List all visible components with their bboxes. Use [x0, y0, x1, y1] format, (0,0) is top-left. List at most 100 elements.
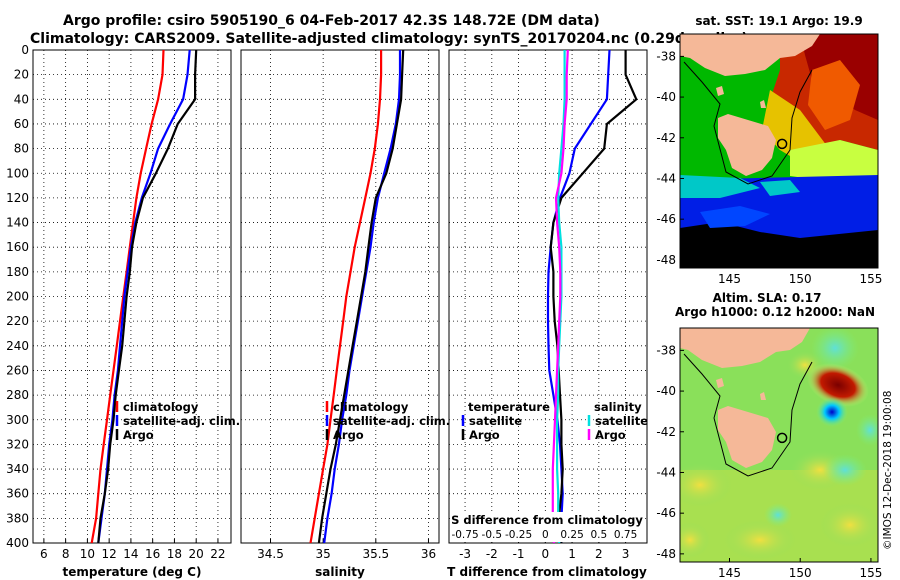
- depth-tick-label: 140: [6, 216, 29, 230]
- s-tick-label: -0.25: [505, 529, 532, 541]
- temperature-axis-label: temperature (deg C): [63, 565, 202, 579]
- depth-tick-label: 300: [6, 413, 29, 427]
- depth-tick-label: 240: [6, 339, 29, 353]
- series-line-t-argo: [549, 50, 638, 543]
- depth-tick-label: 340: [6, 462, 29, 476]
- depth-tick-label: 120: [6, 191, 29, 205]
- t-difference-axis-label: T difference from climatology: [447, 565, 647, 579]
- x-tick-label: -2: [486, 547, 498, 561]
- depth-tick-label: 60: [14, 117, 29, 131]
- sst-map-frame: [679, 33, 879, 269]
- x-tick-label: 34.5: [257, 547, 284, 561]
- map-x-tick-label: 150: [789, 272, 812, 286]
- x-tick-label: 1: [568, 547, 576, 561]
- map-y-tick-label: -38: [656, 343, 676, 357]
- depth-tick-label: 360: [6, 487, 29, 501]
- legend-s-satellite-label: satellite: [595, 414, 648, 428]
- map-y-tick-label: -40: [656, 384, 676, 398]
- x-tick-label: 2: [595, 547, 603, 561]
- x-tick-label: 18: [167, 547, 182, 561]
- depth-tick-label: 80: [14, 142, 29, 156]
- s-tick-label: -0.75: [451, 529, 478, 541]
- map-y-tick-label: -44: [656, 465, 676, 479]
- depth-tick-label: 40: [14, 92, 29, 106]
- s-tick-label: 0: [542, 529, 549, 541]
- legend-s-argo-label: Argo: [595, 428, 626, 442]
- series-line-argo: [317, 50, 405, 543]
- depth-tick-labels: 0 20 40 60 80 100 120 140 160 180 200 220 240 260 280 3…: [6, 43, 29, 550]
- depth-tick-label: 0: [21, 43, 29, 57]
- series-line-t-satellite: [546, 50, 611, 543]
- map-y-tick-label: -46: [656, 506, 676, 520]
- sst-map-profile-marker: [776, 138, 788, 150]
- map-x-tick-label: 155: [859, 566, 882, 580]
- s-tick-label: 0.75: [614, 529, 637, 541]
- legend-satellite-label: satellite-adj. clim.: [333, 414, 450, 428]
- x-tick-label: 3: [622, 547, 630, 561]
- map-y-tick-label: -42: [656, 425, 676, 439]
- series-line-climatology: [309, 50, 383, 543]
- depth-tick-label: 180: [6, 265, 29, 279]
- legend-climatology-label: climatology: [333, 400, 409, 414]
- salinity-axis-label: salinity: [315, 565, 365, 579]
- difference-legend-salinity: salinity satellite Argo: [587, 400, 648, 442]
- chart-title-line2: Climatology: CARS2009. Satellite-adjuste…: [30, 31, 748, 47]
- chart-title-line1: Argo profile: csiro 5905190_6 04-Feb-201…: [63, 13, 600, 29]
- map-x-tick-label: 145: [718, 272, 741, 286]
- legend-salinity-title: salinity: [594, 400, 642, 414]
- depth-tick-label: 400: [6, 536, 29, 550]
- x-tick-label: 22: [210, 547, 225, 561]
- temperature-legend: climatology satellite-adj. clim. Argo: [115, 400, 240, 442]
- depth-tick-label: 20: [14, 68, 29, 82]
- temperature-panel: 0 20 40 60 80 100 120 140 160 180 200 220 240 260 280 3…: [6, 43, 240, 579]
- s-difference-x-ticks: -0.75 -0.5 -0.25 0 0.25 0.5 0.75: [451, 529, 637, 541]
- salinity-legend: climatology satellite-adj. clim. Argo: [325, 400, 450, 442]
- series-line-argo: [97, 50, 198, 543]
- map-y-tick-label: -44: [656, 171, 676, 185]
- temperature-x-ticks: 6 8 10 12 14 16 18 20 22: [40, 539, 226, 561]
- difference-panel: -3 -2 -1 0 1 2 3 S difference from climatology…: [447, 49, 648, 579]
- difference-legend-temperature: temperature satellite Argo: [461, 400, 550, 442]
- map-y-tick-label: -48: [656, 253, 676, 267]
- salinity-grid: [241, 50, 439, 543]
- x-tick-label: 35: [316, 547, 331, 561]
- depth-tick-label: 280: [6, 388, 29, 402]
- temperature-series: [90, 50, 198, 543]
- salinity-panel: 34.5 35 35.5 36 salinity climatology satell…: [240, 49, 450, 579]
- x-tick-label: -1: [513, 547, 525, 561]
- depth-tick-label: 220: [6, 314, 29, 328]
- map-y-tick-label: -40: [656, 90, 676, 104]
- difference-series: [546, 50, 638, 543]
- imos-credit: ©IMOS 12-Dec-2018 19:00:08: [882, 391, 894, 550]
- sla-map-profile-marker: [776, 432, 788, 444]
- x-tick-label: 8: [62, 547, 70, 561]
- x-tick-label: 36: [421, 547, 436, 561]
- sst-map: sat. SST: 19.1 Argo: 19.9 145 150 155 -38 -4…: [656, 14, 882, 286]
- map-y-tick-label: -48: [656, 547, 676, 561]
- depth-tick-label: 260: [6, 363, 29, 377]
- map-x-tick-label: 145: [718, 566, 741, 580]
- x-tick-label: 6: [40, 547, 48, 561]
- x-tick-label: 14: [123, 547, 138, 561]
- legend-t-argo-label: Argo: [469, 428, 500, 442]
- map-y-tick-label: -38: [656, 49, 676, 63]
- x-tick-label: -3: [459, 547, 471, 561]
- series-line-s-argo: [551, 50, 569, 543]
- depth-tick-label: 320: [6, 437, 29, 451]
- sla-map: Altim. SLA: 0.17 Argo h1000: 0.12 h2000:…: [656, 291, 882, 580]
- depth-tick-label: 200: [6, 290, 29, 304]
- map-y-tick-label: -42: [656, 131, 676, 145]
- x-tick-label: 0: [542, 547, 550, 561]
- legend-climatology-label: climatology: [123, 400, 199, 414]
- sla-map-title: Altim. SLA: 0.17: [713, 291, 822, 305]
- map-y-tick-label: -46: [656, 212, 676, 226]
- sla-map-frame: [679, 327, 879, 563]
- s-difference-axis-label: S difference from climatology: [451, 513, 643, 527]
- map-x-tick-label: 150: [789, 566, 812, 580]
- legend-temperature-title: temperature: [468, 400, 550, 414]
- x-tick-label: 10: [80, 547, 95, 561]
- legend-argo-label: Argo: [333, 428, 364, 442]
- legend-satellite-label: satellite-adj. clim.: [123, 414, 240, 428]
- temperature-grid: [33, 50, 231, 543]
- sla-map-ticks: 145 150 155 -38 -40 -42 -44 -46 -48: [656, 343, 882, 580]
